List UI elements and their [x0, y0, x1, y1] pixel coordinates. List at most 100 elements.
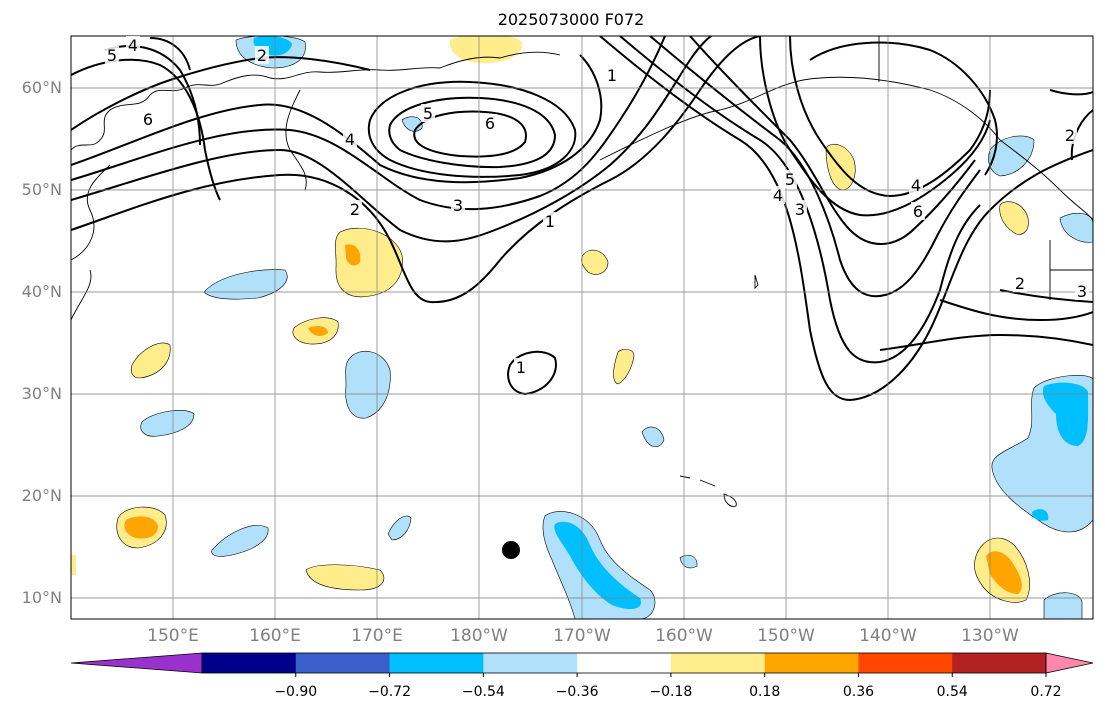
contour-label: 5 — [785, 170, 795, 189]
contour-label-bg — [543, 212, 557, 230]
colorbar-segment — [295, 653, 391, 673]
colorbar-tick-label: −0.18 — [649, 684, 693, 700]
colorbar-tick-label: 0.18 — [749, 684, 781, 700]
colorbar-segment — [858, 653, 953, 673]
contour-label-bg — [343, 130, 357, 148]
contour-label: 5 — [107, 46, 117, 65]
lat-tick-label: 40°N — [21, 282, 62, 301]
negative-patch — [140, 410, 195, 437]
negative-patch — [988, 135, 1035, 177]
contour-label-bg — [255, 46, 269, 64]
negative-patch — [679, 554, 698, 569]
contour-8 — [71, 56, 371, 131]
positive-patch — [130, 342, 171, 379]
negative-patch — [1059, 212, 1093, 243]
contour-label-bg — [1063, 126, 1077, 144]
contour-label: 2 — [1015, 274, 1025, 293]
lon-tick-label: 180°W — [450, 626, 508, 646]
contour-label: 2 — [1065, 126, 1075, 145]
contour-label: 1 — [545, 212, 555, 231]
colorbar-extend-high — [1045, 652, 1094, 674]
lat-tick-label: 30°N — [21, 384, 62, 403]
contour-label: 6 — [485, 114, 495, 133]
colorbar-segment — [952, 653, 1047, 673]
contour-label: 4 — [128, 36, 138, 55]
lon-tick-label: 150°W — [757, 626, 815, 646]
lon-tick-label: 170°E — [351, 626, 403, 646]
contour-label-bg — [483, 114, 497, 132]
contour-label: 3 — [1077, 282, 1087, 301]
colorbar-tick-label: −0.72 — [368, 684, 411, 700]
contour-12 — [507, 350, 557, 396]
contour-label: 4 — [911, 176, 921, 195]
positive-patch — [345, 244, 361, 266]
negative-patch — [387, 515, 412, 541]
contour-label-bg — [451, 196, 465, 214]
colorbar-tick-label: 0.72 — [1030, 684, 1062, 700]
contour-7 — [413, 110, 527, 158]
contour-label-bg — [771, 186, 785, 204]
lat-tick-label: 50°N — [21, 180, 62, 199]
contour-label: 1 — [516, 358, 526, 377]
contour-9 — [71, 58, 221, 201]
contour-23 — [1049, 89, 1093, 96]
contour-label: 2 — [350, 200, 360, 219]
coastlines — [71, 36, 1093, 507]
contour-label: 4 — [345, 130, 355, 149]
lon-tick-label: 160°E — [249, 626, 301, 646]
contour-label-bg — [793, 200, 807, 218]
colorbar-extend-low — [70, 652, 203, 674]
colorbar-segment — [577, 653, 672, 673]
colorbar — [70, 652, 1094, 677]
positive-patch — [124, 516, 158, 539]
positive-patch — [613, 349, 635, 385]
contour-label: 5 — [423, 104, 433, 123]
lat-tick-label: 10°N — [21, 588, 62, 607]
colorbar-tick-label: 0.36 — [842, 684, 875, 700]
negative-patch — [641, 426, 665, 447]
lat-tick-label: 60°N — [21, 78, 62, 97]
contour-label-bg — [126, 36, 140, 54]
positive-patch — [305, 564, 385, 591]
contour-3 — [71, 36, 666, 211]
contour-label: 3 — [795, 200, 805, 219]
contour-label-bg — [105, 46, 119, 64]
contour-label-bg — [514, 358, 528, 376]
contour-17 — [759, 36, 991, 217]
lon-tick-label: 150°E — [147, 626, 199, 646]
negative-patch — [1032, 509, 1049, 521]
map-frame — [70, 35, 1094, 620]
positive-patch — [986, 551, 1022, 594]
negative-patch — [211, 525, 269, 557]
colorbar-tick-label: −0.54 — [461, 684, 505, 700]
contour-11 — [149, 37, 191, 71]
contour-label-bg — [605, 66, 619, 84]
colorbar-segment — [389, 653, 484, 673]
contour-label: 2 — [257, 46, 267, 65]
contour-14 — [619, 36, 981, 364]
negative-patch — [554, 521, 641, 610]
positive-patch — [581, 249, 609, 275]
map-title: 2025073000 F072 — [497, 10, 645, 29]
colorbar-segment — [483, 653, 578, 673]
contour-6 — [388, 96, 557, 169]
gridlines — [71, 36, 1093, 619]
positive-patch — [449, 36, 523, 64]
contour-label-bg — [909, 176, 923, 194]
colorbar-outline — [201, 652, 1047, 674]
negative-patch — [345, 350, 391, 419]
contour-label-bg — [141, 110, 155, 128]
contour-21 — [879, 333, 1093, 351]
contour-label-bg — [1013, 274, 1027, 292]
contour-label-bg — [348, 200, 362, 218]
colorbar-segment — [202, 653, 297, 673]
contour-label: 4 — [773, 186, 783, 205]
lon-tick-label: 160°W — [655, 626, 713, 646]
location-marker — [502, 541, 520, 559]
contour-label-bg — [1075, 282, 1089, 300]
contour-lines — [71, 36, 1093, 402]
colorbar-tick-label: −0.36 — [555, 684, 599, 700]
lon-tick-label: 170°W — [553, 626, 611, 646]
